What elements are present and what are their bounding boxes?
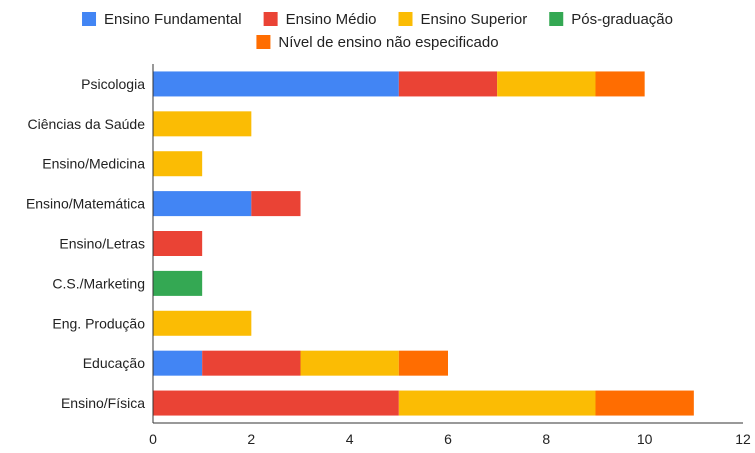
category-label: Educação — [83, 355, 145, 371]
bar-ensino-matematica-ensino-fundamental — [153, 191, 252, 217]
legend-label-ensino-medio: Ensino Médio — [286, 11, 377, 28]
bar-educacao-nivel-de-ensino-nao-especificado — [398, 350, 448, 376]
category-label: C.S./Marketing — [52, 275, 145, 291]
bar-educacao-ensino-fundamental — [153, 350, 203, 376]
legend-label-pos-graduacao: Pós-graduação — [571, 11, 673, 28]
category-label: Ensino/Medicina — [42, 156, 145, 172]
legend-swatch-ensino-superior — [398, 12, 413, 26]
x-tick-label: 8 — [542, 431, 550, 447]
category-label: Ensino/Letras — [59, 236, 145, 252]
category-label: Ensino/Física — [61, 395, 145, 411]
category-label: Psicologia — [81, 76, 145, 92]
x-tick-label: 6 — [444, 431, 452, 447]
bar-psicologia-ensino-fundamental — [153, 71, 399, 97]
bar-ensino-letras-ensino-medio — [153, 231, 203, 256]
bar-eng-producao-ensino-superior — [153, 310, 252, 336]
bar-psicologia-ensino-medio — [398, 71, 498, 97]
x-tick-label: 10 — [637, 431, 653, 447]
legend-swatch-ensino-fundamental — [82, 12, 97, 26]
x-tick-label: 4 — [346, 431, 354, 447]
category-label: Ensino/Matemática — [26, 196, 145, 212]
legend-swatch-pos-graduacao — [549, 12, 564, 26]
legend-label-ensino-fundamental: Ensino Fundamental — [104, 11, 242, 28]
bar-psicologia-ensino-superior — [497, 71, 596, 97]
legend-label-nivel-de-ensino-nao-especificado: Nível de ensino não especificado — [278, 34, 498, 51]
bar-educacao-ensino-superior — [300, 350, 399, 376]
legend: Ensino Fundamental Ensino Médio Ensino Sup… — [82, 11, 673, 51]
bars — [153, 71, 694, 416]
bar-educacao-ensino-medio — [202, 350, 301, 376]
axes: Psicologia Ciências da Saúde Ensino/Medici… — [26, 64, 751, 447]
x-tick-label: 0 — [149, 431, 157, 447]
bar-ensino-matematica-ensino-medio — [251, 191, 301, 217]
x-tick-label: 2 — [247, 431, 255, 447]
category-label: Eng. Produção — [52, 315, 145, 331]
bar-ensino-fisica-ensino-superior — [398, 390, 596, 416]
legend-swatch-ensino-medio — [263, 12, 278, 26]
bar-ensino-fisica-nivel-de-ensino-nao-especificado — [595, 390, 694, 416]
category-label: Ciências da Saúde — [27, 116, 145, 132]
legend-swatch-nivel-de-ensino-nao-especificado — [256, 35, 271, 49]
bar-ensino-fisica-ensino-medio — [153, 390, 399, 416]
bar-ciencias-da-saude-ensino-superior — [153, 111, 252, 137]
legend-label-ensino-superior: Ensino Superior — [421, 11, 528, 28]
bar-c-s-marketing-pos-graduacao — [153, 270, 203, 296]
bar-ensino-medicina-ensino-superior — [153, 151, 203, 177]
x-tick-label: 12 — [735, 431, 751, 447]
bar-psicologia-nivel-de-ensino-nao-especificado — [595, 71, 645, 97]
